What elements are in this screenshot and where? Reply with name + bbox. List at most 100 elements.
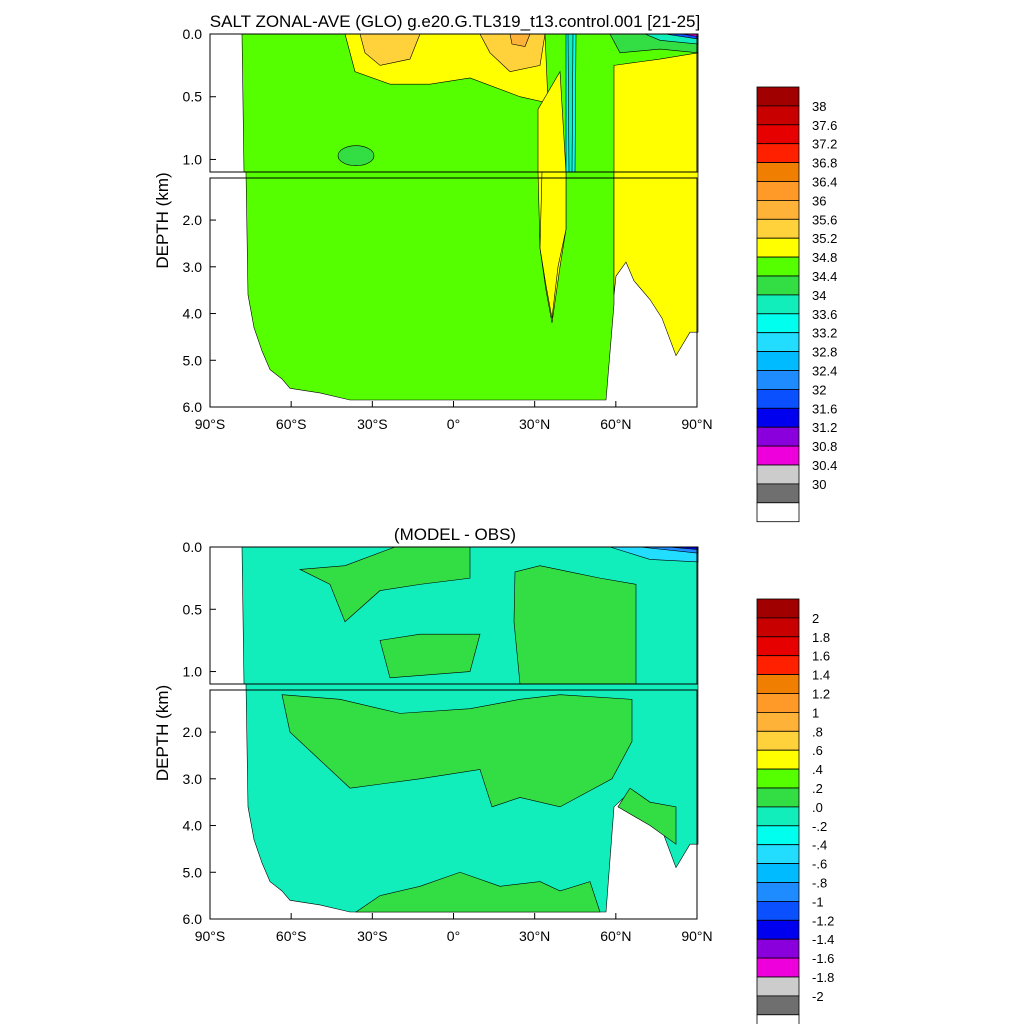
chart-title: (MODEL - OBS) <box>394 525 516 544</box>
colorbar-swatch <box>756 825 800 846</box>
colorbar-level-label: -.2 <box>812 819 827 834</box>
x-tick-label: 90°S <box>195 928 226 944</box>
y-tick-label: 0.5 <box>183 89 203 105</box>
colorbar-level-label: 2 <box>812 611 819 626</box>
colorbar-level-label: 32 <box>812 382 826 397</box>
salinity-region <box>613 171 699 357</box>
colorbar-level-label: 37.2 <box>812 137 837 152</box>
colorbar-level-label: -.8 <box>812 876 827 891</box>
colorbar-swatch <box>756 464 800 485</box>
colorbar-level-label: -.4 <box>812 838 827 853</box>
y-axis-label: DEPTH (km) <box>153 685 172 781</box>
colorbar-level-label: 30.8 <box>812 439 837 454</box>
salinity-region <box>613 52 699 173</box>
colorbar-level-label: 30.4 <box>812 458 837 473</box>
anomaly-region <box>355 871 601 913</box>
colorbar-swatch <box>756 844 800 865</box>
colorbar-level-label: -1.6 <box>812 951 834 966</box>
x-tick-label: 60°S <box>276 416 307 432</box>
colorbar-swatch <box>756 86 800 107</box>
chart-panel-1: SALT ZONAL-AVE (GLO) g.e20.G.TL319_t13.c… <box>153 12 837 523</box>
y-tick-label: 3.0 <box>183 259 203 275</box>
y-tick-label: 4.0 <box>183 306 203 322</box>
colorbar-level-label: 34 <box>812 288 826 303</box>
y-tick-label: 1.0 <box>183 151 203 167</box>
y-tick-label: 4.0 <box>183 818 203 834</box>
colorbar-level-label: .4 <box>812 762 823 777</box>
x-tick-label: 30°N <box>519 416 550 432</box>
colorbar-swatch <box>756 882 800 902</box>
colorbar-level-label: .8 <box>812 724 823 739</box>
anomaly-region <box>281 694 633 808</box>
colorbar-level-label: -.6 <box>812 857 827 872</box>
colorbar-level-label: 1.6 <box>812 649 830 664</box>
anomaly-region <box>379 633 481 679</box>
colorbar-level-label: 31.6 <box>812 401 837 416</box>
colorbar-level-label: 30 <box>812 477 826 492</box>
colorbar-swatch <box>756 1014 800 1024</box>
colorbar-level-label: .2 <box>812 781 823 796</box>
x-tick-label: 90°S <box>195 416 226 432</box>
colorbar-level-label: 32.4 <box>812 364 837 379</box>
colorbar-legend: 38 37.6 37.2 36.8 36.4 36 35.6 35.2 34.8 34.4 34 33… <box>756 86 837 523</box>
colorbar-swatch <box>756 749 800 770</box>
colorbar-swatch <box>756 275 800 296</box>
colorbar-level-label: 36.4 <box>812 175 837 190</box>
colorbar-swatch <box>756 863 800 883</box>
salinity-region <box>567 33 574 173</box>
colorbar-swatch <box>756 502 800 523</box>
colorbar-swatch <box>756 655 800 676</box>
y-axis-label: DEPTH (km) <box>153 172 172 268</box>
chart-panel-2: (MODEL - OBS)0.00.51.02.03.04.05.06.0DEP… <box>153 525 834 1024</box>
y-tick-label: 6.0 <box>183 911 203 927</box>
colorbar-level-label: 1.8 <box>812 630 830 645</box>
colorbar-swatch <box>756 957 800 978</box>
colorbar-level-label: 32.8 <box>812 345 837 360</box>
colorbar-swatch <box>756 919 800 940</box>
plot-frame-upper <box>209 33 698 173</box>
contour-field <box>241 546 699 913</box>
contour-field <box>241 33 699 401</box>
colorbar-level-label: 38 <box>812 99 826 114</box>
colorbar-swatch <box>756 181 800 201</box>
anomaly-region <box>617 787 677 845</box>
colorbar-swatch <box>756 693 800 713</box>
colorbar-level-label: 33.6 <box>812 307 837 322</box>
colorbar-level-label: 36 <box>812 193 826 208</box>
colorbar-swatch <box>756 162 800 182</box>
colorbar-level-label: -1.4 <box>812 932 834 947</box>
colorbar-level-label: 37.6 <box>812 118 837 133</box>
x-tick-label: 30°S <box>357 928 388 944</box>
x-tick-label: 60°S <box>276 928 307 944</box>
y-tick-label: 6.0 <box>183 399 203 415</box>
colorbar-swatch <box>756 901 800 921</box>
y-tick-label: 2.0 <box>183 724 203 740</box>
colorbar-swatch <box>756 256 800 277</box>
y-tick-label: 3.0 <box>183 771 203 787</box>
colorbar-swatch <box>756 787 800 808</box>
colorbar-level-label: 1 <box>812 705 819 720</box>
colorbar-level-label: 34.4 <box>812 269 837 284</box>
colorbar-swatch <box>756 199 800 220</box>
colorbar-level-label: 31.2 <box>812 420 837 435</box>
colorbar-level-label: 35.2 <box>812 231 837 246</box>
x-tick-label: 90°N <box>681 928 712 944</box>
colorbar-swatch <box>756 806 800 827</box>
colorbar-level-label: 34.8 <box>812 250 837 265</box>
colorbar-swatch <box>756 105 800 126</box>
colorbar-level-label: .0 <box>812 800 823 815</box>
x-tick-label: 60°N <box>600 416 631 432</box>
colorbar-swatch <box>756 388 800 409</box>
colorbar-swatch <box>756 351 800 371</box>
colorbar-swatch <box>756 768 800 789</box>
colorbar-level-label: -2 <box>812 989 824 1004</box>
colorbar-swatch <box>756 332 800 353</box>
y-tick-label: 1.0 <box>183 664 203 680</box>
colorbar-swatch <box>756 237 800 258</box>
colorbar-swatch <box>756 483 800 504</box>
colorbar-level-label: 36.8 <box>812 156 837 171</box>
colorbar-swatch <box>756 712 800 732</box>
colorbar-level-label: 33.2 <box>812 326 837 341</box>
colorbar-swatch <box>756 617 800 638</box>
